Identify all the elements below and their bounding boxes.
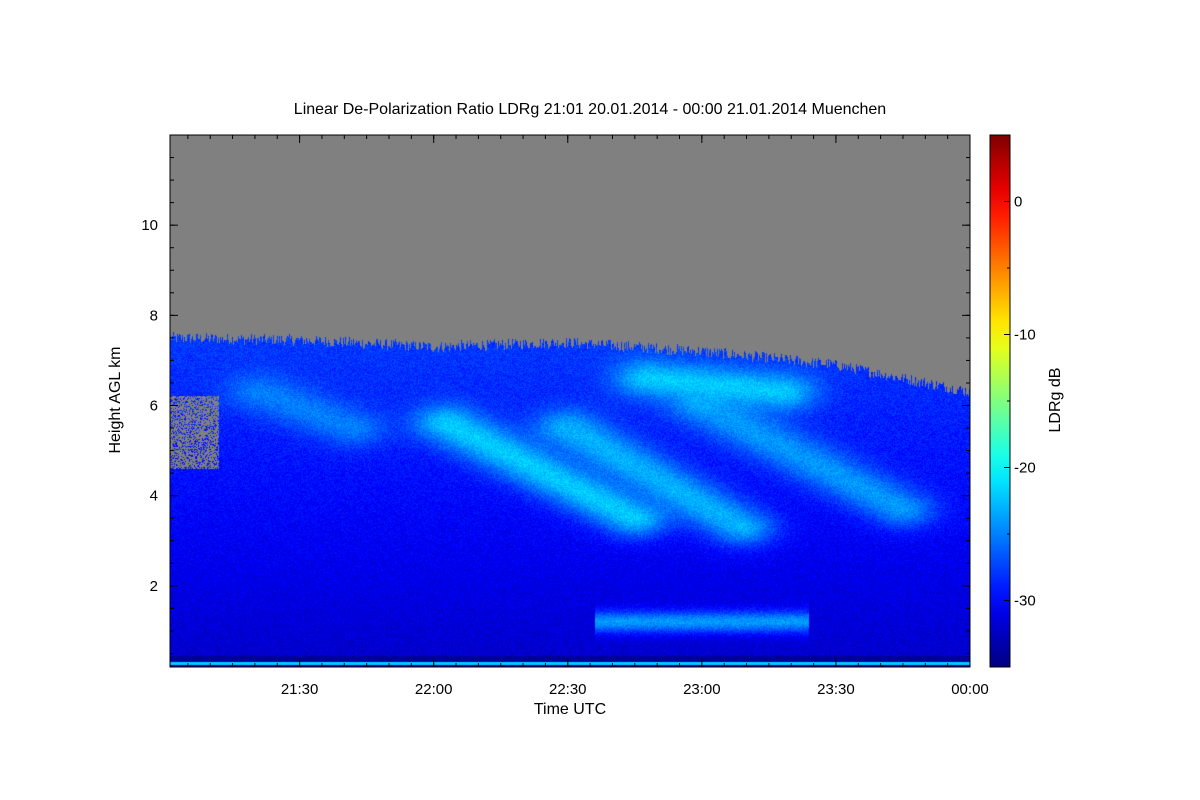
y-tick-label: 10 — [141, 217, 158, 234]
y-tick-label: 6 — [150, 398, 158, 415]
colorbar-title: LDRg dB — [1047, 368, 1064, 433]
y-axis: 2 4 6 8 10 — [141, 134, 970, 654]
colorbar-tick-label: -10 — [1014, 327, 1036, 344]
colorbar-tick-label: -20 — [1014, 460, 1036, 477]
x-axis: 21:30 22:00 22:30 23:00 23:30 00:00 — [187, 135, 989, 698]
plot-area — [169, 134, 971, 668]
chart-title: Linear De-Polarization Ratio LDRg 21:01 … — [294, 101, 886, 118]
x-tick-label: 23:00 — [683, 681, 721, 698]
x-tick-label: 23:30 — [817, 681, 855, 698]
y-tick-label: 4 — [150, 488, 158, 505]
colorbar: 0 -10 -20 -30 — [989, 134, 1036, 668]
colorbar-tick-label: -30 — [1014, 593, 1036, 610]
y-tick-label: 8 — [150, 307, 158, 324]
x-tick-label: 21:30 — [281, 681, 319, 698]
heatmap-image — [170, 135, 970, 667]
colorbar-tick-label: 0 — [1014, 194, 1022, 211]
x-axis-title: Time UTC — [534, 701, 606, 718]
x-tick-label: 00:00 — [951, 681, 989, 698]
plot-frame — [169, 134, 971, 668]
x-tick-label: 22:00 — [415, 681, 453, 698]
y-axis-title: Height AGL km — [107, 346, 124, 453]
y-tick-label: 2 — [150, 578, 158, 595]
x-tick-label: 22:30 — [549, 681, 587, 698]
